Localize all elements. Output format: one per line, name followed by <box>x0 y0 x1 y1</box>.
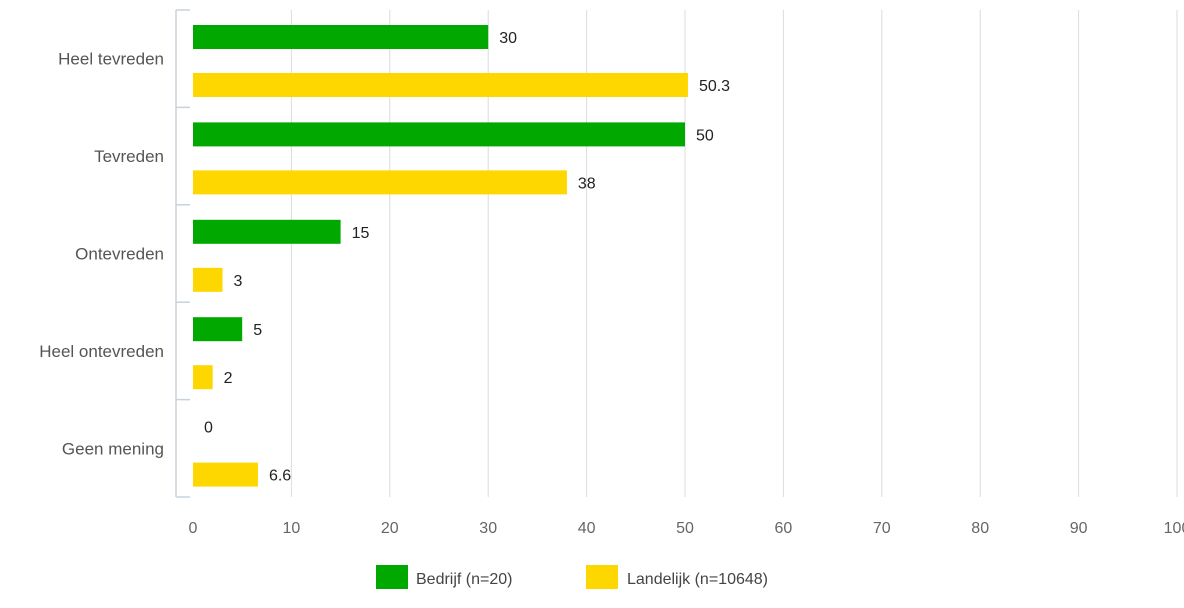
bar <box>193 122 685 147</box>
value-label: 50.3 <box>699 78 730 95</box>
category-label: Ontevreden <box>75 245 164 264</box>
value-label: 0 <box>204 420 213 437</box>
legend: Bedrijf (n=20) Landelijk (n=10648) <box>376 565 768 589</box>
x-tick-label: 10 <box>283 520 301 537</box>
bar <box>193 73 688 97</box>
category-label: Heel tevreden <box>58 50 164 69</box>
legend-swatch <box>586 565 618 589</box>
x-tick-label: 30 <box>479 520 497 537</box>
legend-swatch <box>376 565 408 589</box>
bar <box>193 219 341 244</box>
value-label: 2 <box>224 370 233 387</box>
value-label: 6.6 <box>269 468 291 485</box>
x-tick-label: 100 <box>1164 520 1184 537</box>
x-tick-label: 90 <box>1070 520 1088 537</box>
value-label: 3 <box>234 273 243 290</box>
value-label: 15 <box>352 225 370 242</box>
value-label: 5 <box>253 322 262 339</box>
x-tick-label: 50 <box>676 520 694 537</box>
x-tick-label: 20 <box>381 520 399 537</box>
x-tick-label: 70 <box>873 520 891 537</box>
bar <box>193 25 489 49</box>
bar <box>193 462 258 487</box>
value-label: 50 <box>696 127 714 144</box>
legend-label: Landelijk (n=10648) <box>627 571 768 588</box>
category-label: Tevreden <box>94 147 164 166</box>
x-tick-label: 0 <box>189 520 198 537</box>
bar <box>193 365 213 390</box>
bar <box>193 170 567 195</box>
x-tick-label: 60 <box>775 520 793 537</box>
value-label: 38 <box>578 175 596 192</box>
category-axis: Heel tevreden Tevreden Ontevreden Heel onte… <box>39 9 190 498</box>
category-label: Geen mening <box>62 439 164 458</box>
x-tick-label: 40 <box>578 520 596 537</box>
legend-label: Bedrijf (n=20) <box>416 571 513 588</box>
value-label: 30 <box>499 30 517 47</box>
x-axis-ticks: 0 10 20 30 40 50 60 70 80 90 100 <box>189 520 1184 537</box>
x-tick-label: 80 <box>971 520 989 537</box>
bar <box>193 267 223 292</box>
category-label: Heel ontevreden <box>39 342 164 361</box>
bar <box>193 317 243 342</box>
